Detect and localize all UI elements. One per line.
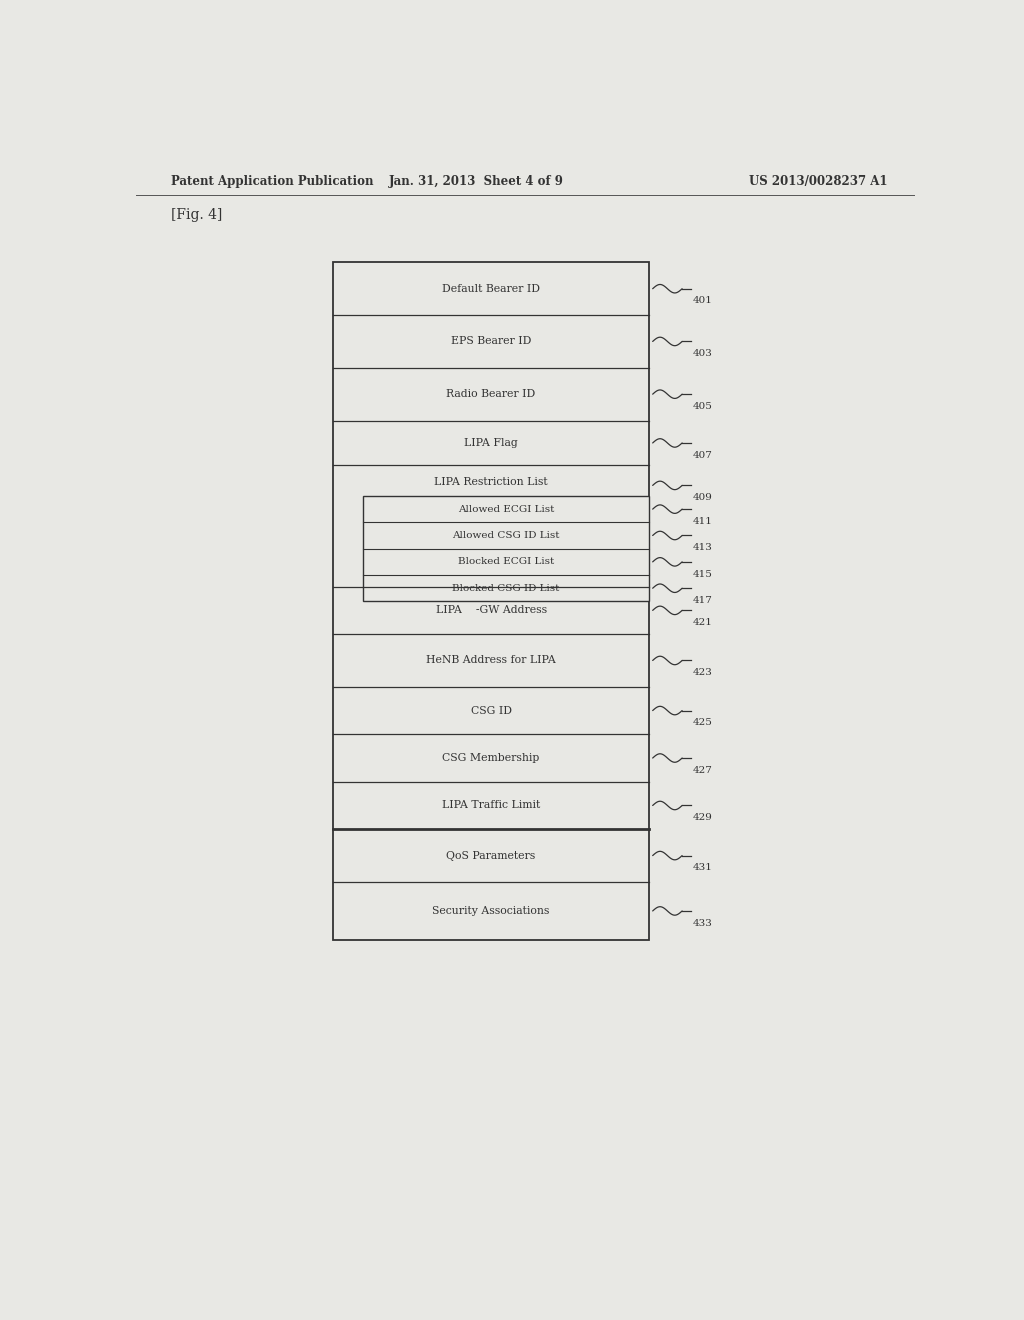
Text: Radio Bearer ID: Radio Bearer ID — [446, 389, 536, 399]
Bar — [334, 263, 649, 940]
Text: 403: 403 — [693, 350, 713, 358]
Text: US 2013/0028237 A1: US 2013/0028237 A1 — [749, 176, 888, 189]
Bar — [362, 496, 649, 602]
Text: LIPA Restriction List: LIPA Restriction List — [434, 477, 548, 487]
Text: 413: 413 — [693, 544, 713, 552]
Text: Blocked ECGI List: Blocked ECGI List — [458, 557, 554, 566]
Text: Allowed CSG ID List: Allowed CSG ID List — [452, 531, 559, 540]
Text: 433: 433 — [693, 919, 713, 928]
Text: Default Bearer ID: Default Bearer ID — [442, 284, 540, 294]
Text: LIPA Traffic Limit: LIPA Traffic Limit — [442, 800, 541, 810]
Text: LIPA    -GW Address: LIPA -GW Address — [435, 606, 547, 615]
Text: Patent Application Publication: Patent Application Publication — [171, 176, 373, 189]
Text: Security Associations: Security Associations — [432, 906, 550, 916]
Text: 405: 405 — [693, 401, 713, 411]
Text: 423: 423 — [693, 668, 713, 677]
Text: Allowed ECGI List: Allowed ECGI List — [458, 504, 554, 513]
Text: 431: 431 — [693, 863, 713, 873]
Text: 417: 417 — [693, 595, 713, 605]
Text: [Fig. 4]: [Fig. 4] — [171, 209, 222, 223]
Text: 415: 415 — [693, 569, 713, 578]
Text: 429: 429 — [693, 813, 713, 822]
Text: 407: 407 — [693, 450, 713, 459]
Text: 425: 425 — [693, 718, 713, 727]
Text: 409: 409 — [693, 494, 713, 502]
Text: QoS Parameters: QoS Parameters — [446, 850, 536, 861]
Text: 401: 401 — [693, 297, 713, 305]
Text: CSG Membership: CSG Membership — [442, 752, 540, 763]
Text: EPS Bearer ID: EPS Bearer ID — [451, 337, 531, 346]
Text: Jan. 31, 2013  Sheet 4 of 9: Jan. 31, 2013 Sheet 4 of 9 — [389, 176, 564, 189]
Text: 421: 421 — [693, 618, 713, 627]
Text: HeNB Address for LIPA: HeNB Address for LIPA — [426, 656, 556, 665]
Text: 427: 427 — [693, 766, 713, 775]
Text: LIPA Flag: LIPA Flag — [464, 438, 518, 447]
Text: 411: 411 — [693, 517, 713, 525]
Text: Blocked CSG ID List: Blocked CSG ID List — [453, 583, 559, 593]
Text: CSG ID: CSG ID — [471, 706, 512, 715]
